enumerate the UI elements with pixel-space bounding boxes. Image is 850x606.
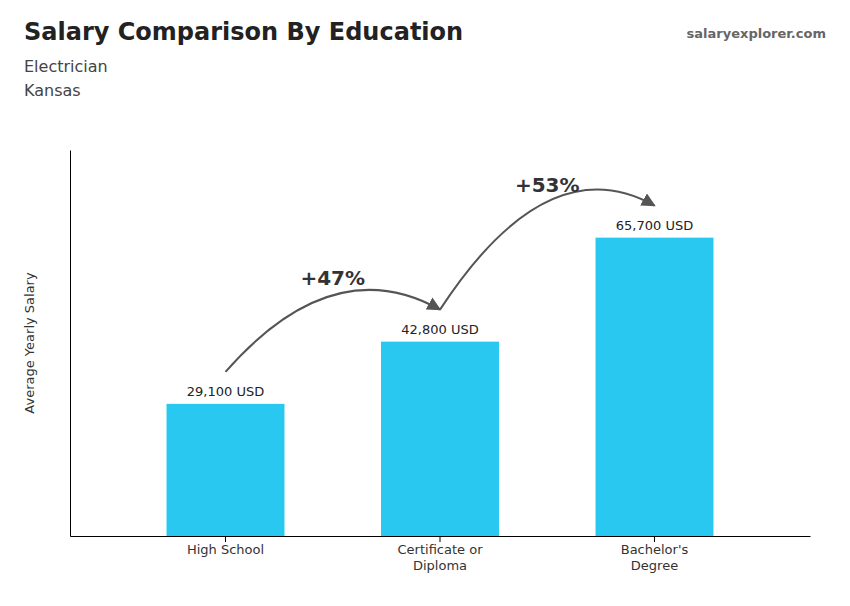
chart: Salary Comparison By Education Electricia… [0,0,850,606]
x-tick-label: High School [187,542,264,557]
bar [167,404,285,536]
annotation: +47% [300,266,365,290]
title: Salary Comparison By Education [24,18,463,46]
x-tick-label-line: Degree [631,558,678,573]
plot: High School Certificate orDiploma Bachelor… [71,151,811,573]
bars [167,238,714,536]
x-tick-label-line: High School [187,542,264,557]
x-tick: High School [187,536,264,557]
annotation-arrow [226,290,440,372]
watermark: salaryexplorer.com [687,26,826,41]
bar [596,238,714,536]
x-tick-label-line: Certificate or [398,542,484,557]
x-tick-mark [440,536,441,542]
subtitle: Kansas [24,81,81,100]
y-axis-line [70,151,71,537]
annotation: +53% [515,173,580,197]
x-tick-label-line: Bachelor's [621,542,689,557]
x-tick-label: Bachelor'sDegree [621,542,689,573]
x-tick-label-line: Diploma [413,558,467,573]
bar [381,342,499,536]
annotation-arrow [440,190,654,310]
y-axis [70,151,71,537]
x-tick-label: Certificate orDiploma [398,542,484,573]
data-label: 29,100 USD [187,384,264,399]
x-axis: High School Certificate orDiploma Bachelor… [71,536,811,573]
x-tick-mark [654,536,655,542]
data-label: 65,700 USD [616,218,693,233]
x-tick-mark [225,536,226,542]
data-label: 42,800 USD [401,322,478,337]
annotations: +47% +53% [226,173,655,372]
x-tick: Certificate orDiploma [398,536,484,573]
y-axis-title: Average Yearly Salary [22,272,37,414]
x-tick: Bachelor'sDegree [621,536,689,573]
subtitle: Electrician [24,57,108,76]
